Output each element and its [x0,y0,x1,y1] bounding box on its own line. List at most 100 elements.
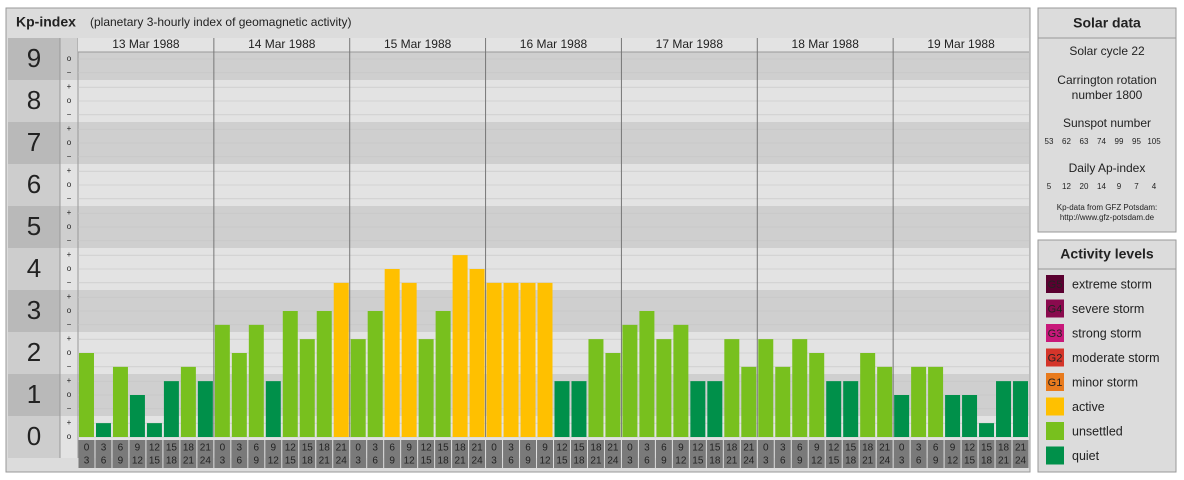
bar [333,282,349,437]
bar [877,366,893,437]
sunspot-value: 62 [1062,137,1071,146]
x-tick-label: 12 [539,456,551,467]
bar [843,381,859,437]
level-swatch [1046,324,1064,342]
x-tick-label: 12 [285,443,297,454]
x-tick-label: 9 [525,456,531,467]
x-tick-label: 18 [845,456,857,467]
hour-cell [554,440,570,468]
level-badge: G3 [1048,328,1063,340]
sunspot-title: Sunspot number [1063,116,1151,130]
x-tick-label: 21 [879,443,891,454]
date-label: 15 Mar 1988 [384,37,452,51]
hour-cell [367,440,384,468]
ap-value: 5 [1047,182,1052,191]
bar [605,353,621,437]
x-tick-label: 3 [372,443,378,454]
label-band [8,122,60,164]
hour-cell [655,440,672,468]
bar [826,381,842,437]
bar [537,282,553,437]
hour-cell [333,440,350,468]
x-tick-label: 3 [491,456,497,467]
x-tick-label: 15 [166,443,178,454]
solar-title: Solar data [1073,15,1141,31]
x-tick-label: 15 [302,443,314,454]
hour-cell [452,440,469,468]
bar [775,366,791,437]
minor-tick-label: o [67,222,72,231]
minor-tick-label: − [67,236,72,245]
label-band [8,332,60,374]
bar [282,311,298,437]
x-tick-label: 6 [780,456,786,467]
x-tick-label: 18 [998,443,1010,454]
ap-value: 4 [1152,182,1157,191]
x-tick-label: 6 [916,456,922,467]
x-tick-label: 15 [573,443,585,454]
level-name: unsettled [1072,424,1123,438]
y-tick-label: 8 [27,85,41,115]
x-tick-label: 0 [220,443,226,454]
minor-tick-label: − [67,194,72,203]
date-label: 14 Mar 1988 [248,37,316,51]
hour-cell [808,440,825,468]
x-tick-label: 24 [607,456,619,467]
hour-cell [723,440,740,468]
y-tick-label: 7 [27,127,41,157]
x-tick-label: 24 [472,456,484,467]
bar [894,395,910,437]
bar [265,381,281,437]
bar [1013,381,1028,437]
y-tick-label: 4 [27,253,41,283]
x-tick-label: 15 [709,443,721,454]
x-tick-label: 21 [726,456,738,467]
level-swatch [1046,373,1064,391]
x-tick-label: 24 [743,456,755,467]
minor-tick-label: − [67,320,72,329]
x-tick-label: 9 [933,456,939,467]
bar [860,353,876,437]
bar [571,381,587,437]
hour-cell [570,440,587,468]
hour-cell [248,440,265,468]
level-name: strong storm [1072,326,1141,340]
bar [384,269,400,437]
level-swatch [1046,446,1064,465]
x-tick-label: 9 [118,456,124,467]
x-tick-label: 0 [84,443,90,454]
x-tick-label: 15 [964,456,976,467]
x-tick-label: 6 [644,456,650,467]
date-label: 19 Mar 1988 [927,37,995,51]
x-tick-label: 6 [661,443,667,454]
x-tick-label: 21 [183,456,195,467]
x-tick-label: 6 [525,443,531,454]
bar [945,395,961,437]
x-tick-label: 18 [319,443,331,454]
x-tick-label: 3 [916,443,922,454]
x-tick-label: 24 [336,456,348,467]
minor-tick-label: + [67,418,72,427]
minor-tick-label: o [67,348,72,357]
x-tick-label: 12 [132,456,144,467]
x-tick-label: 12 [675,456,687,467]
hour-cell [350,440,367,468]
date-label: 17 Mar 1988 [656,37,724,51]
x-tick-label: 12 [964,443,976,454]
level-name: severe storm [1072,302,1144,316]
hour-cell [621,440,638,468]
bar [401,282,417,437]
x-tick-label: 9 [406,443,412,454]
x-tick-label: 12 [811,456,823,467]
bar [248,324,264,437]
carrington: Carrington rotation [1057,73,1156,87]
minor-tick-label: o [67,390,72,399]
y-tick-label: 1 [27,379,41,409]
ap-value: 12 [1062,182,1071,191]
hour-cell [316,440,333,468]
x-tick-label: 21 [1015,443,1027,454]
hour-cell [740,440,757,468]
hour-cell [604,440,621,468]
hour-cell [503,440,520,468]
level-swatch [1046,348,1064,367]
